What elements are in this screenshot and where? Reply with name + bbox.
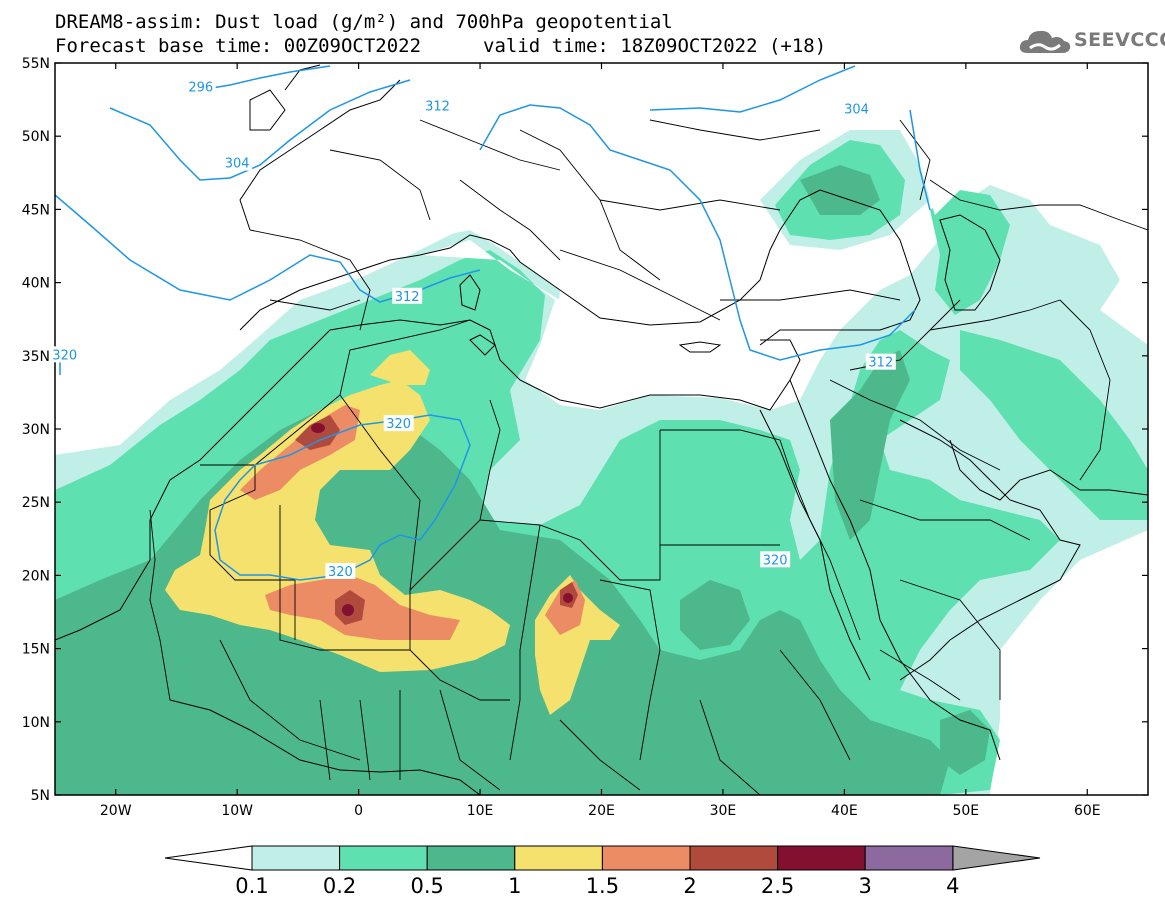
seevccc-logo: SEEVCCC xyxy=(1018,26,1165,56)
colorbar-cell xyxy=(689,845,779,871)
contour-label: 304 xyxy=(844,102,869,117)
valid-time-text: valid time: 18Z09OCT2022 (+18) xyxy=(483,35,827,57)
lon-label: 0 xyxy=(354,803,363,819)
contour-label: 312 xyxy=(868,356,893,371)
logo-text: SEEVCCC xyxy=(1074,29,1165,51)
colorbar-cell xyxy=(426,845,516,871)
colorbar-cell xyxy=(514,845,603,871)
contour-label-bg xyxy=(422,97,453,114)
geopotential-labels: 296 304 312 304 312 312 320 320 320 320 xyxy=(49,78,896,580)
colorbar-label: 3 xyxy=(859,874,872,898)
lat-label: 45N xyxy=(22,202,50,218)
dust-region-2-5-chad xyxy=(563,593,573,603)
dust-region-0-2-iran xyxy=(960,330,1148,520)
colorbar-label: 1.5 xyxy=(586,874,619,898)
cloud-logo-icon xyxy=(1019,30,1071,53)
colorbar-cell xyxy=(251,845,341,871)
contour-label: 312 xyxy=(425,99,450,114)
base-time-text: Forecast base time: 00Z09OCT2022 xyxy=(55,35,422,57)
lat-label: 20N xyxy=(22,568,50,584)
contour-label: 296 xyxy=(188,80,213,95)
contour-label: 320 xyxy=(328,565,353,580)
contour-label-bg xyxy=(383,415,414,432)
europe-clear-area xyxy=(55,63,1148,440)
lat-label: 35N xyxy=(22,349,50,365)
colorbar-cell xyxy=(601,845,691,871)
lon-label: 60E xyxy=(1074,803,1101,819)
map-title: DREAM8-assim: Dust load (g/m²) and 700hP… xyxy=(55,11,673,33)
lat-label: 40N xyxy=(22,276,50,292)
dust-region-0-5-saudi xyxy=(830,350,910,540)
contour-label-bg xyxy=(841,100,872,117)
colorbar-label: 2.5 xyxy=(761,874,794,898)
colorbar-label: 4 xyxy=(946,874,959,898)
lat-label: 5N xyxy=(31,788,50,804)
forecast-base-time: Forecast base time: 00Z09OCT2022 valid ti… xyxy=(55,35,826,57)
dust-region-0-2-caspian xyxy=(930,190,1010,315)
contour-label-bg xyxy=(49,346,80,363)
lat-label: 30N xyxy=(22,422,50,438)
lat-label: 10N xyxy=(22,715,50,731)
contour-label-bg xyxy=(760,551,791,568)
colorbar-under-arrow xyxy=(164,845,253,871)
colorbar-cell xyxy=(777,845,866,871)
dust-region-1-north xyxy=(370,350,430,385)
colorbar-label: 2 xyxy=(683,874,696,898)
contour-label-bg xyxy=(392,287,423,304)
lon-label: 50E xyxy=(952,803,979,819)
contour-label-bg xyxy=(185,78,216,95)
longitude-axis: 20W 10W 0 10E 20E 30E 40E 50E 60E xyxy=(100,803,1101,819)
lon-label: 20E xyxy=(588,803,615,819)
lat-label: 50N xyxy=(22,129,50,145)
colorbar-over-arrow xyxy=(952,845,1041,871)
lon-label: 10E xyxy=(467,803,494,819)
axis-ticks xyxy=(55,62,1148,796)
contour-label-bg xyxy=(325,563,356,580)
lat-label: 15N xyxy=(22,642,50,658)
contour-label: 320 xyxy=(386,417,411,432)
contour-label-bg xyxy=(865,353,896,370)
coastlines xyxy=(55,64,1148,795)
contour-label-bg xyxy=(222,154,253,171)
dust-region-2-5-mali xyxy=(342,604,354,616)
dust-region-0-5-sudan xyxy=(680,580,750,650)
colorbar-label: 0.2 xyxy=(323,874,356,898)
lon-label: 10W xyxy=(221,803,253,819)
lon-label: 20W xyxy=(100,803,132,819)
dust-region-0-5-crimea xyxy=(800,165,880,215)
lat-label: 55N xyxy=(22,56,50,72)
lon-label: 30E xyxy=(710,803,737,819)
latitude-axis: 55N 50N 45N 40N 35N 30N 25N 20N 15N 10N 5N xyxy=(22,56,50,804)
colorbar-cell xyxy=(864,845,954,871)
colorbar: 0.1 0.2 0.5 1 1.5 2 2.5 3 4 xyxy=(164,845,1041,898)
contour-label: 304 xyxy=(225,157,250,172)
colorbar-cell xyxy=(339,845,428,871)
contour-label: 320 xyxy=(52,348,77,363)
dust-region-2-5 xyxy=(311,423,325,433)
lat-label: 25N xyxy=(22,495,50,511)
dust-region-1 xyxy=(165,380,510,672)
colorbar-label: 0.5 xyxy=(410,874,443,898)
colorbar-label: 0.1 xyxy=(235,874,268,898)
colorbar-label: 1 xyxy=(508,874,521,898)
lon-label: 40E xyxy=(831,803,858,819)
contour-label: 312 xyxy=(395,290,420,305)
mediterranean-clear-area xyxy=(420,240,800,408)
contour-label: 320 xyxy=(763,553,788,568)
